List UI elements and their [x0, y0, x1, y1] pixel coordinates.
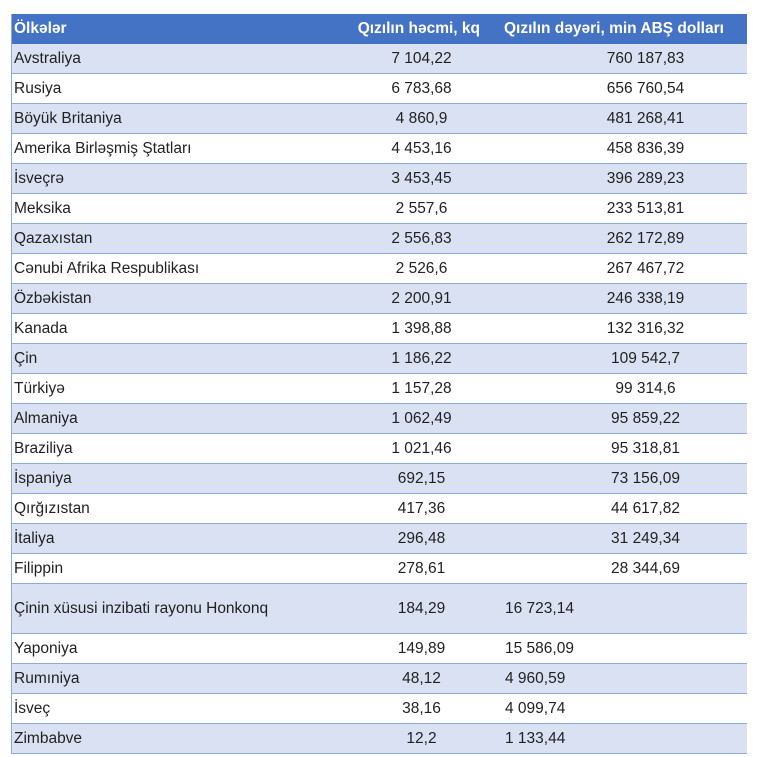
volume-cell: 1 062,49: [313, 403, 502, 434]
value-cell: 16 723,14: [502, 583, 747, 634]
country-cell: İtaliya: [11, 523, 313, 554]
volume-cell: 2 526,6: [313, 253, 502, 284]
value-cell: 458 836,39: [502, 133, 747, 164]
volume-cell: 417,36: [313, 493, 502, 524]
table-row: Filippin 278,61 28 344,69: [11, 553, 747, 584]
volume-cell: 149,89: [313, 633, 502, 664]
table-row: Türkiyə 1 157,28 99 314,6: [11, 373, 747, 404]
country-cell: Türkiyə: [11, 373, 313, 404]
country-cell: Qazaxıstan: [11, 223, 313, 254]
table-row: İspaniya 692,15 73 156,09: [11, 463, 747, 494]
country-cell: Filippin: [11, 553, 313, 584]
value-cell: 267 467,72: [502, 253, 747, 284]
value-cell: 109 542,7: [502, 343, 747, 374]
volume-cell: 296,48: [313, 523, 502, 554]
volume-cell: 4 453,16: [313, 133, 502, 164]
country-cell: Kanada: [11, 313, 313, 344]
volume-cell: 2 200,91: [313, 283, 502, 314]
country-cell: İsveçrə: [11, 163, 313, 194]
country-cell: Amerika Birləşmiş Ştatları: [11, 133, 313, 164]
table-row: Braziliya 1 021,46 95 318,81: [11, 433, 747, 464]
table-row: Zimbabve 12,2 1 133,44: [11, 723, 747, 754]
value-cell: 396 289,23: [502, 163, 747, 194]
table-row: Cənubi Afrika Respublikası 2 526,6 267 467…: [11, 253, 747, 284]
country-cell: İsveç: [11, 693, 313, 724]
value-cell: 246 338,19: [502, 283, 747, 314]
volume-cell: 12,2: [313, 723, 502, 754]
value-cell: 95 859,22: [502, 403, 747, 434]
volume-cell: 6 783,68: [313, 73, 502, 104]
country-cell: Yaponiya: [11, 633, 313, 664]
value-cell: 262 172,89: [502, 223, 747, 254]
table-row: Çin 1 186,22 109 542,7: [11, 343, 747, 374]
table-row: İsveç 38,16 4 099,74: [11, 693, 747, 724]
volume-cell: 4 860,9: [313, 103, 502, 134]
country-cell: Cənubi Afrika Respublikası: [11, 253, 313, 284]
table-row: Kanada 1 398,88 132 316,32: [11, 313, 747, 344]
table-row: Qazaxıstan 2 556,83 262 172,89: [11, 223, 747, 254]
volume-cell: 278,61: [313, 553, 502, 584]
country-cell: Rusiya: [11, 73, 313, 104]
value-cell: 44 617,82: [502, 493, 747, 524]
country-cell: Qırğızıstan: [11, 493, 313, 524]
volume-cell: 2 557,6: [313, 193, 502, 224]
value-cell: 4 960,59: [502, 663, 747, 694]
country-cell: Rumıniya: [11, 663, 313, 694]
header-volume: Qızılın həcmi, kq: [313, 14, 502, 44]
volume-cell: 7 104,22: [313, 44, 502, 74]
value-cell: 656 760,54: [502, 73, 747, 104]
country-cell: Çin: [11, 343, 313, 374]
table-row: Böyük Britaniya 4 860,9 481 268,41: [11, 103, 747, 134]
table-row: Rusiya 6 783,68 656 760,54: [11, 73, 747, 104]
header-country: Ölkələr: [11, 14, 313, 44]
table-row: Meksika 2 557,6 233 513,81: [11, 193, 747, 224]
table-row: Amerika Birləşmiş Ştatları 4 453,16 458 83…: [11, 133, 747, 164]
volume-cell: 692,15: [313, 463, 502, 494]
table-row: Qırğızıstan 417,36 44 617,82: [11, 493, 747, 524]
value-cell: 233 513,81: [502, 193, 747, 224]
table-row: İsveçrə 3 453,45 396 289,23: [11, 163, 747, 194]
country-cell: Çinin xüsusi inzibati rayonu Honkonq: [11, 583, 313, 634]
value-cell: 1 133,44: [502, 723, 747, 754]
country-cell: Almaniya: [11, 403, 313, 434]
country-cell: Böyük Britaniya: [11, 103, 313, 134]
value-cell: 132 316,32: [502, 313, 747, 344]
table-row: Yaponiya 149,89 15 586,09: [11, 633, 747, 664]
table-row: İtaliya 296,48 31 249,34: [11, 523, 747, 554]
volume-cell: 1 021,46: [313, 433, 502, 464]
value-cell: 31 249,34: [502, 523, 747, 554]
header-value: Qızılın dəyəri, min ABŞ dolları: [502, 14, 747, 44]
table-row: Özbəkistan 2 200,91 246 338,19: [11, 283, 747, 314]
volume-cell: 1 157,28: [313, 373, 502, 404]
table-row: Almaniya 1 062,49 95 859,22: [11, 403, 747, 434]
volume-cell: 3 453,45: [313, 163, 502, 194]
volume-cell: 1 186,22: [313, 343, 502, 374]
gold-reserves-table: Ölkələr Qızılın həcmi, kq Qızılın dəyəri…: [11, 14, 747, 754]
country-cell: Meksika: [11, 193, 313, 224]
value-cell: 73 156,09: [502, 463, 747, 494]
value-cell: 760 187,83: [502, 44, 747, 74]
value-cell: 99 314,6: [502, 373, 747, 404]
value-cell: 95 318,81: [502, 433, 747, 464]
volume-cell: 184,29: [313, 583, 502, 634]
value-cell: 15 586,09: [502, 633, 747, 664]
table-row: Avstraliya 7 104,22 760 187,83: [11, 44, 747, 74]
value-cell: 481 268,41: [502, 103, 747, 134]
table-row: Rumıniya 48,12 4 960,59: [11, 663, 747, 694]
volume-cell: 38,16: [313, 693, 502, 724]
volume-cell: 2 556,83: [313, 223, 502, 254]
country-cell: Braziliya: [11, 433, 313, 464]
header-row: Ölkələr Qızılın həcmi, kq Qızılın dəyəri…: [11, 14, 747, 44]
volume-cell: 1 398,88: [313, 313, 502, 344]
table-row: Çinin xüsusi inzibati rayonu Honkonq 184,…: [11, 583, 747, 634]
volume-cell: 48,12: [313, 663, 502, 694]
country-cell: İspaniya: [11, 463, 313, 494]
value-cell: 4 099,74: [502, 693, 747, 724]
country-cell: Özbəkistan: [11, 283, 313, 314]
country-cell: Zimbabve: [11, 723, 313, 754]
country-cell: Avstraliya: [11, 44, 313, 74]
value-cell: 28 344,69: [502, 553, 747, 584]
